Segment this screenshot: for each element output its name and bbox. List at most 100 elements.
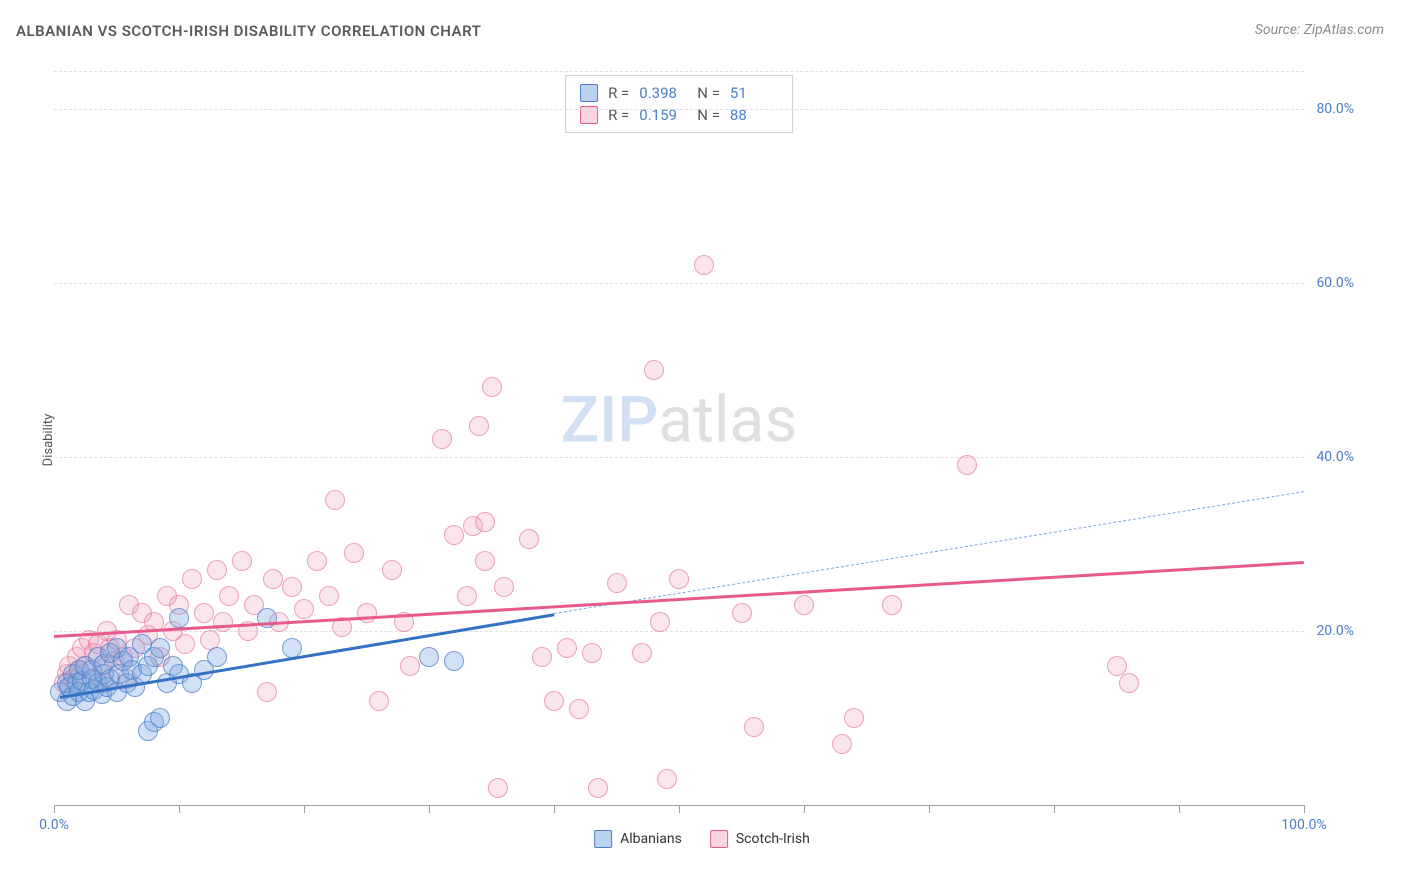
scatter-point bbox=[150, 708, 170, 728]
swatch-icon bbox=[580, 84, 598, 102]
chart-container: ALBANIAN VS SCOTCH-IRISH DISABILITY CORR… bbox=[0, 0, 1406, 892]
x-tick bbox=[1304, 805, 1305, 813]
watermark: ZIPatlas bbox=[561, 383, 798, 458]
scatter-point bbox=[694, 255, 714, 275]
r-value-albanians: 0.398 bbox=[639, 84, 687, 102]
scatter-point bbox=[263, 569, 283, 589]
scatter-point bbox=[632, 643, 652, 663]
gridline bbox=[54, 283, 1304, 284]
scatter-point bbox=[357, 603, 377, 623]
stats-legend-box: R = 0.398 N = 51 R = 0.159 N = 88 bbox=[565, 75, 793, 133]
scatter-point bbox=[844, 708, 864, 728]
stats-row-albanians: R = 0.398 N = 51 bbox=[580, 82, 778, 104]
scatter-point bbox=[650, 612, 670, 632]
scatter-point bbox=[169, 608, 189, 628]
scatter-point bbox=[1107, 656, 1127, 676]
gridline bbox=[54, 109, 1304, 110]
scatter-point bbox=[207, 647, 227, 667]
x-tick bbox=[554, 805, 555, 813]
scatter-point bbox=[607, 573, 627, 593]
x-tick bbox=[1054, 805, 1055, 813]
n-value-albanians: 51 bbox=[730, 84, 778, 102]
stat-label: N = bbox=[697, 84, 720, 102]
scatter-point bbox=[319, 586, 339, 606]
scatter-point bbox=[582, 643, 602, 663]
scatter-point bbox=[432, 429, 452, 449]
plot-region: ZIPatlas R = 0.398 N = 51 R = 0.159 N = … bbox=[54, 65, 1304, 806]
scatter-point bbox=[657, 769, 677, 789]
scatter-point bbox=[344, 543, 364, 563]
scatter-point bbox=[175, 634, 195, 654]
scatter-point bbox=[482, 377, 502, 397]
scatter-point bbox=[957, 455, 977, 475]
scatter-point bbox=[732, 603, 752, 623]
x-tick bbox=[54, 805, 55, 813]
series-legend: Albanians Scotch-Irish bbox=[594, 830, 810, 848]
scatter-point bbox=[519, 529, 539, 549]
scatter-point bbox=[832, 734, 852, 754]
scatter-point bbox=[469, 416, 489, 436]
swatch-icon bbox=[594, 830, 612, 848]
scatter-point bbox=[282, 577, 302, 597]
swatch-icon bbox=[710, 830, 728, 848]
x-tick bbox=[1179, 805, 1180, 813]
watermark-atlas: atlas bbox=[658, 383, 797, 458]
scatter-point bbox=[588, 778, 608, 798]
scatter-point bbox=[475, 551, 495, 571]
scatter-point bbox=[544, 691, 564, 711]
y-tick-label: 60.0% bbox=[1316, 275, 1354, 291]
scatter-point bbox=[382, 560, 402, 580]
scatter-point bbox=[794, 595, 814, 615]
scatter-point bbox=[325, 490, 345, 510]
scatter-point bbox=[475, 512, 495, 532]
scatter-point bbox=[257, 682, 277, 702]
legend-item-scotch-irish: Scotch-Irish bbox=[710, 830, 810, 848]
chart-area: Disability ZIPatlas R = 0.398 N = 51 R =… bbox=[44, 50, 1360, 830]
source-attribution: Source: ZipAtlas.com bbox=[1255, 22, 1384, 38]
trendline-albanians-extrapolated bbox=[554, 492, 1304, 615]
scatter-point bbox=[419, 647, 439, 667]
scatter-point bbox=[182, 569, 202, 589]
scatter-point bbox=[294, 599, 314, 619]
scatter-point bbox=[207, 560, 227, 580]
legend-item-albanians: Albanians bbox=[594, 830, 682, 848]
x-tick-label-min: 0.0% bbox=[39, 817, 69, 833]
scatter-point bbox=[400, 656, 420, 676]
scatter-point bbox=[532, 647, 552, 667]
scatter-point bbox=[569, 699, 589, 719]
scatter-point bbox=[669, 569, 689, 589]
stat-label: R = bbox=[608, 84, 629, 102]
scatter-point bbox=[457, 586, 477, 606]
legend-label-albanians: Albanians bbox=[620, 831, 682, 847]
x-tick bbox=[929, 805, 930, 813]
scatter-point bbox=[444, 525, 464, 545]
gridline bbox=[54, 457, 1304, 458]
scatter-point bbox=[744, 717, 764, 737]
x-tick bbox=[304, 805, 305, 813]
x-tick bbox=[679, 805, 680, 813]
scatter-point bbox=[232, 551, 252, 571]
scatter-point bbox=[444, 651, 464, 671]
scatter-point bbox=[219, 586, 239, 606]
scatter-point bbox=[488, 778, 508, 798]
scatter-point bbox=[150, 638, 170, 658]
scatter-point bbox=[494, 577, 514, 597]
stats-row-scotch-irish: R = 0.159 N = 88 bbox=[580, 104, 778, 126]
gridline bbox=[54, 71, 1304, 72]
scatter-point bbox=[644, 360, 664, 380]
watermark-zip: ZIP bbox=[561, 383, 659, 458]
chart-title: ALBANIAN VS SCOTCH-IRISH DISABILITY CORR… bbox=[16, 22, 481, 40]
y-tick-label: 20.0% bbox=[1316, 623, 1354, 639]
legend-label-scotch-irish: Scotch-Irish bbox=[736, 831, 810, 847]
source-value: ZipAtlas.com bbox=[1304, 22, 1384, 38]
x-tick bbox=[429, 805, 430, 813]
scatter-point bbox=[882, 595, 902, 615]
scatter-point bbox=[557, 638, 577, 658]
scatter-point bbox=[369, 691, 389, 711]
y-tick-label: 80.0% bbox=[1316, 101, 1354, 117]
x-tick bbox=[179, 805, 180, 813]
x-tick-label-max: 100.0% bbox=[1281, 817, 1326, 833]
source-label: Source: bbox=[1255, 22, 1304, 38]
y-tick-label: 40.0% bbox=[1316, 449, 1354, 465]
scatter-point bbox=[307, 551, 327, 571]
